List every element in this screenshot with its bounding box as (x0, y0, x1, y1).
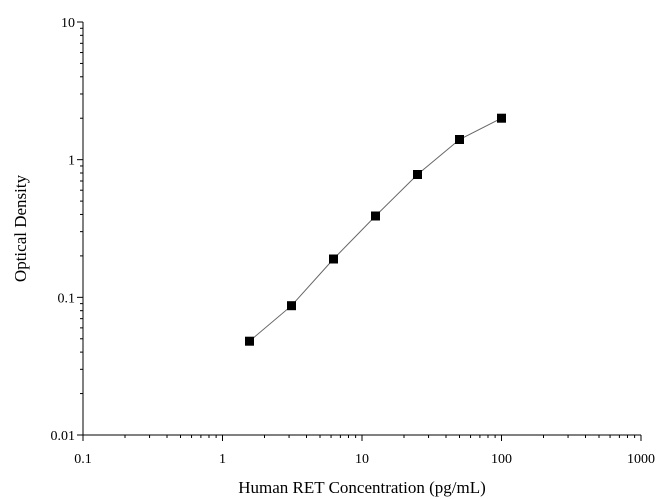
x-tick-label: 100 (491, 452, 512, 467)
y-tick-label: 0.01 (51, 429, 76, 444)
data-point (287, 301, 296, 311)
data-point (329, 254, 338, 264)
data-point (371, 211, 380, 221)
data-point (413, 170, 422, 179)
x-tick-label: 1000 (627, 452, 655, 467)
y-tick-label: 1 (68, 154, 75, 169)
x-tick-label: 0.1 (74, 452, 92, 467)
y-tick-label: 0.1 (58, 291, 76, 306)
x-tick-label: 1 (219, 452, 226, 467)
data-point (245, 336, 254, 346)
markers (245, 113, 506, 346)
y-axis-title: Optical Density (11, 174, 30, 282)
tick-labels: 0.1 1 10 100 1000 0.01 0.1 1 10 (51, 16, 656, 467)
data-point (455, 135, 464, 144)
data-point (497, 113, 506, 123)
y-tick-label: 10 (61, 16, 75, 31)
x-axis-title: Human RET Concentration (pg/mL) (238, 478, 486, 497)
plot-area (245, 113, 506, 346)
x-tick-label: 10 (355, 452, 369, 467)
axes: 0.1 1 10 100 1000 0.01 0.1 1 10 (51, 16, 656, 467)
ticks (77, 21, 642, 441)
